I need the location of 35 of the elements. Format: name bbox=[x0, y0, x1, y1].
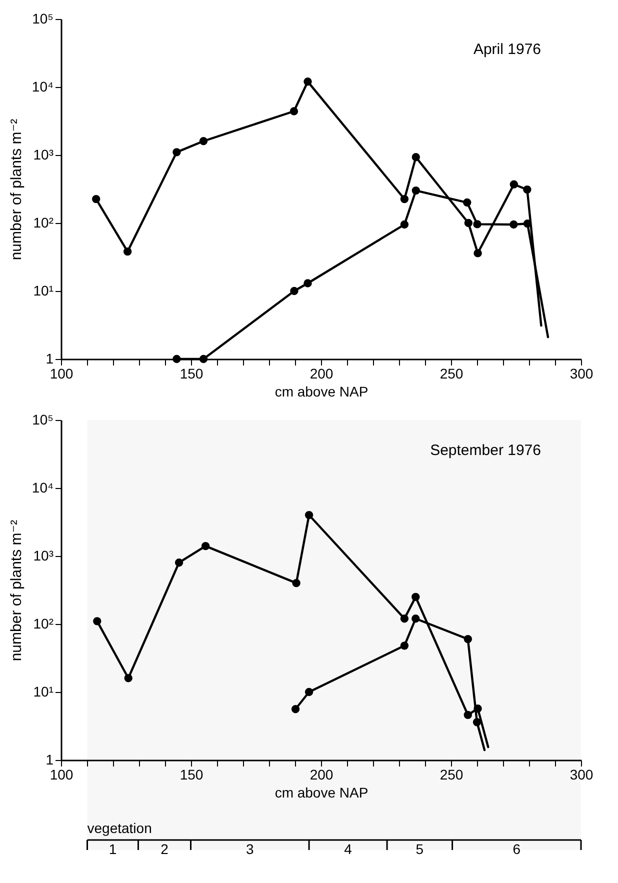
y-tick-label: 10⁵ bbox=[32, 412, 54, 428]
y-tick-label: 10¹ bbox=[33, 684, 54, 700]
y-tick-label: 10⁵ bbox=[32, 10, 54, 26]
y-tick-label: 10¹ bbox=[33, 282, 54, 298]
x-tick-label: 150 bbox=[180, 766, 204, 782]
y-tick-label: 10⁴ bbox=[32, 480, 54, 496]
y-tick-label: 10³ bbox=[33, 548, 54, 564]
x-axis-title: cm above NAP bbox=[274, 784, 368, 800]
y-tick-label: 10⁴ bbox=[32, 78, 54, 94]
text: vegetation bbox=[87, 820, 152, 836]
y-tick-label: 1 bbox=[46, 752, 54, 768]
text: September 1976 bbox=[430, 442, 541, 459]
y-tick-label: 1 bbox=[46, 350, 54, 366]
x-tick-label: 150 bbox=[180, 366, 204, 382]
band-label: 2 bbox=[160, 841, 169, 857]
x-tick-label: 100 bbox=[50, 766, 74, 782]
x-tick-label: 250 bbox=[440, 766, 464, 782]
x-tick-label: 300 bbox=[570, 766, 594, 782]
y-axis-title: number of plants m⁻² bbox=[8, 118, 25, 260]
x-tick-label: 200 bbox=[310, 366, 334, 382]
x-axis-title: cm above NAP bbox=[274, 384, 368, 400]
y-tick-label: 10³ bbox=[33, 146, 54, 162]
x-tick-label: 300 bbox=[570, 366, 594, 382]
band-label: 1 bbox=[108, 841, 117, 857]
x-tick-label: 100 bbox=[50, 366, 74, 382]
band-label: 4 bbox=[344, 841, 352, 857]
y-tick-label: 10² bbox=[33, 214, 54, 230]
y-tick-label: 10² bbox=[33, 616, 54, 632]
text: April 1976 bbox=[473, 41, 541, 58]
x-tick-label: 200 bbox=[310, 766, 334, 782]
band-label: 6 bbox=[512, 841, 521, 857]
band-label: 5 bbox=[416, 841, 424, 857]
y-axis-title: number of plants m⁻² bbox=[8, 520, 25, 662]
x-tick-label: 250 bbox=[440, 366, 464, 382]
band-label: 3 bbox=[246, 841, 254, 857]
